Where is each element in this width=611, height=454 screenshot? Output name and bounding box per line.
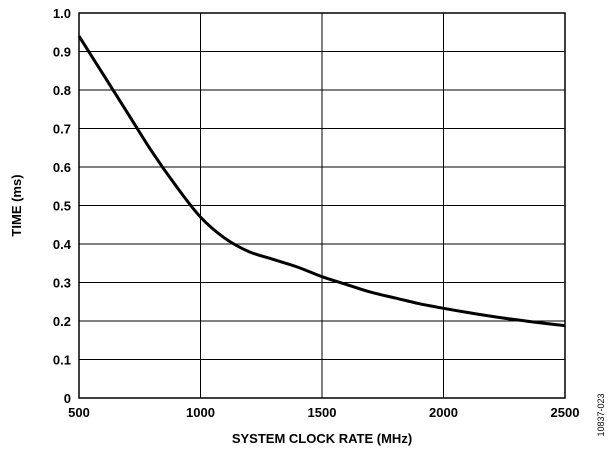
x-axis-label: SYSTEM CLOCK RATE (MHz) bbox=[232, 431, 412, 446]
figure-id: 10837-023 bbox=[596, 393, 606, 436]
x-tick-label-4: 2500 bbox=[551, 405, 580, 420]
y-tick-label-2: 0.2 bbox=[53, 314, 71, 329]
x-tick-label-3: 2000 bbox=[429, 405, 458, 420]
x-tick-labels: 500 1000 1500 2000 2500 bbox=[68, 405, 579, 420]
x-tick-label-1: 1000 bbox=[186, 405, 215, 420]
y-tick-label-8: 0.8 bbox=[53, 83, 71, 98]
x-tick-label-2: 1500 bbox=[308, 405, 337, 420]
y-tick-label-6: 0.6 bbox=[53, 160, 71, 175]
y-tick-label-10: 1.0 bbox=[53, 6, 71, 21]
y-axis-label: TIME (ms) bbox=[9, 174, 24, 236]
y-tick-label-5: 0.5 bbox=[53, 199, 71, 214]
series-line-0 bbox=[77, 35, 566, 328]
plot-frame bbox=[78, 12, 566, 399]
x-tick-label-0: 500 bbox=[68, 405, 90, 420]
y-tick-labels: 0 0.1 0.2 0.3 0.4 0.5 0.6 0.7 0.8 0.9 1.0 bbox=[53, 6, 72, 406]
grid-lines bbox=[78, 12, 566, 399]
y-tick-label-0: 0 bbox=[64, 391, 71, 406]
y-tick-label-3: 0.3 bbox=[53, 276, 71, 291]
y-tick-label-1: 0.1 bbox=[53, 353, 71, 368]
y-tick-label-7: 0.7 bbox=[53, 122, 71, 137]
y-tick-label-4: 0.4 bbox=[53, 237, 72, 252]
y-tick-label-9: 0.9 bbox=[53, 45, 71, 60]
series-lines bbox=[77, 35, 566, 328]
